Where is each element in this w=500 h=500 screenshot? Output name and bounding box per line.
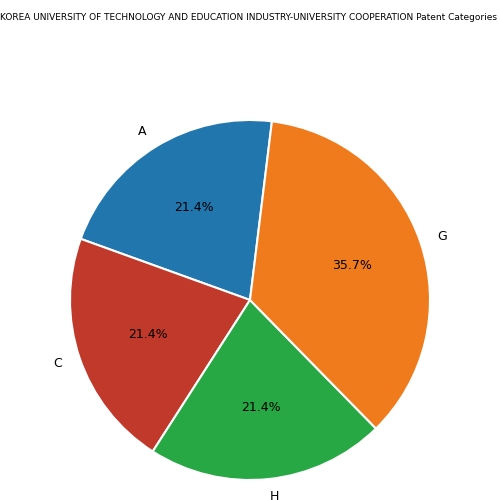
Wedge shape <box>152 300 376 480</box>
Text: H: H <box>270 490 280 500</box>
Text: G: G <box>438 230 448 243</box>
Wedge shape <box>80 120 272 300</box>
Text: 21.4%: 21.4% <box>174 202 214 214</box>
Text: 21.4%: 21.4% <box>128 328 168 341</box>
Text: KOREA UNIVERSITY OF TECHNOLOGY AND EDUCATION INDUSTRY-UNIVERSITY COOPERATION Pat: KOREA UNIVERSITY OF TECHNOLOGY AND EDUCA… <box>0 12 500 22</box>
Wedge shape <box>70 239 250 452</box>
Text: 21.4%: 21.4% <box>241 401 281 414</box>
Text: C: C <box>54 357 62 370</box>
Text: 35.7%: 35.7% <box>332 259 372 272</box>
Text: A: A <box>138 125 146 138</box>
Wedge shape <box>250 122 430 428</box>
